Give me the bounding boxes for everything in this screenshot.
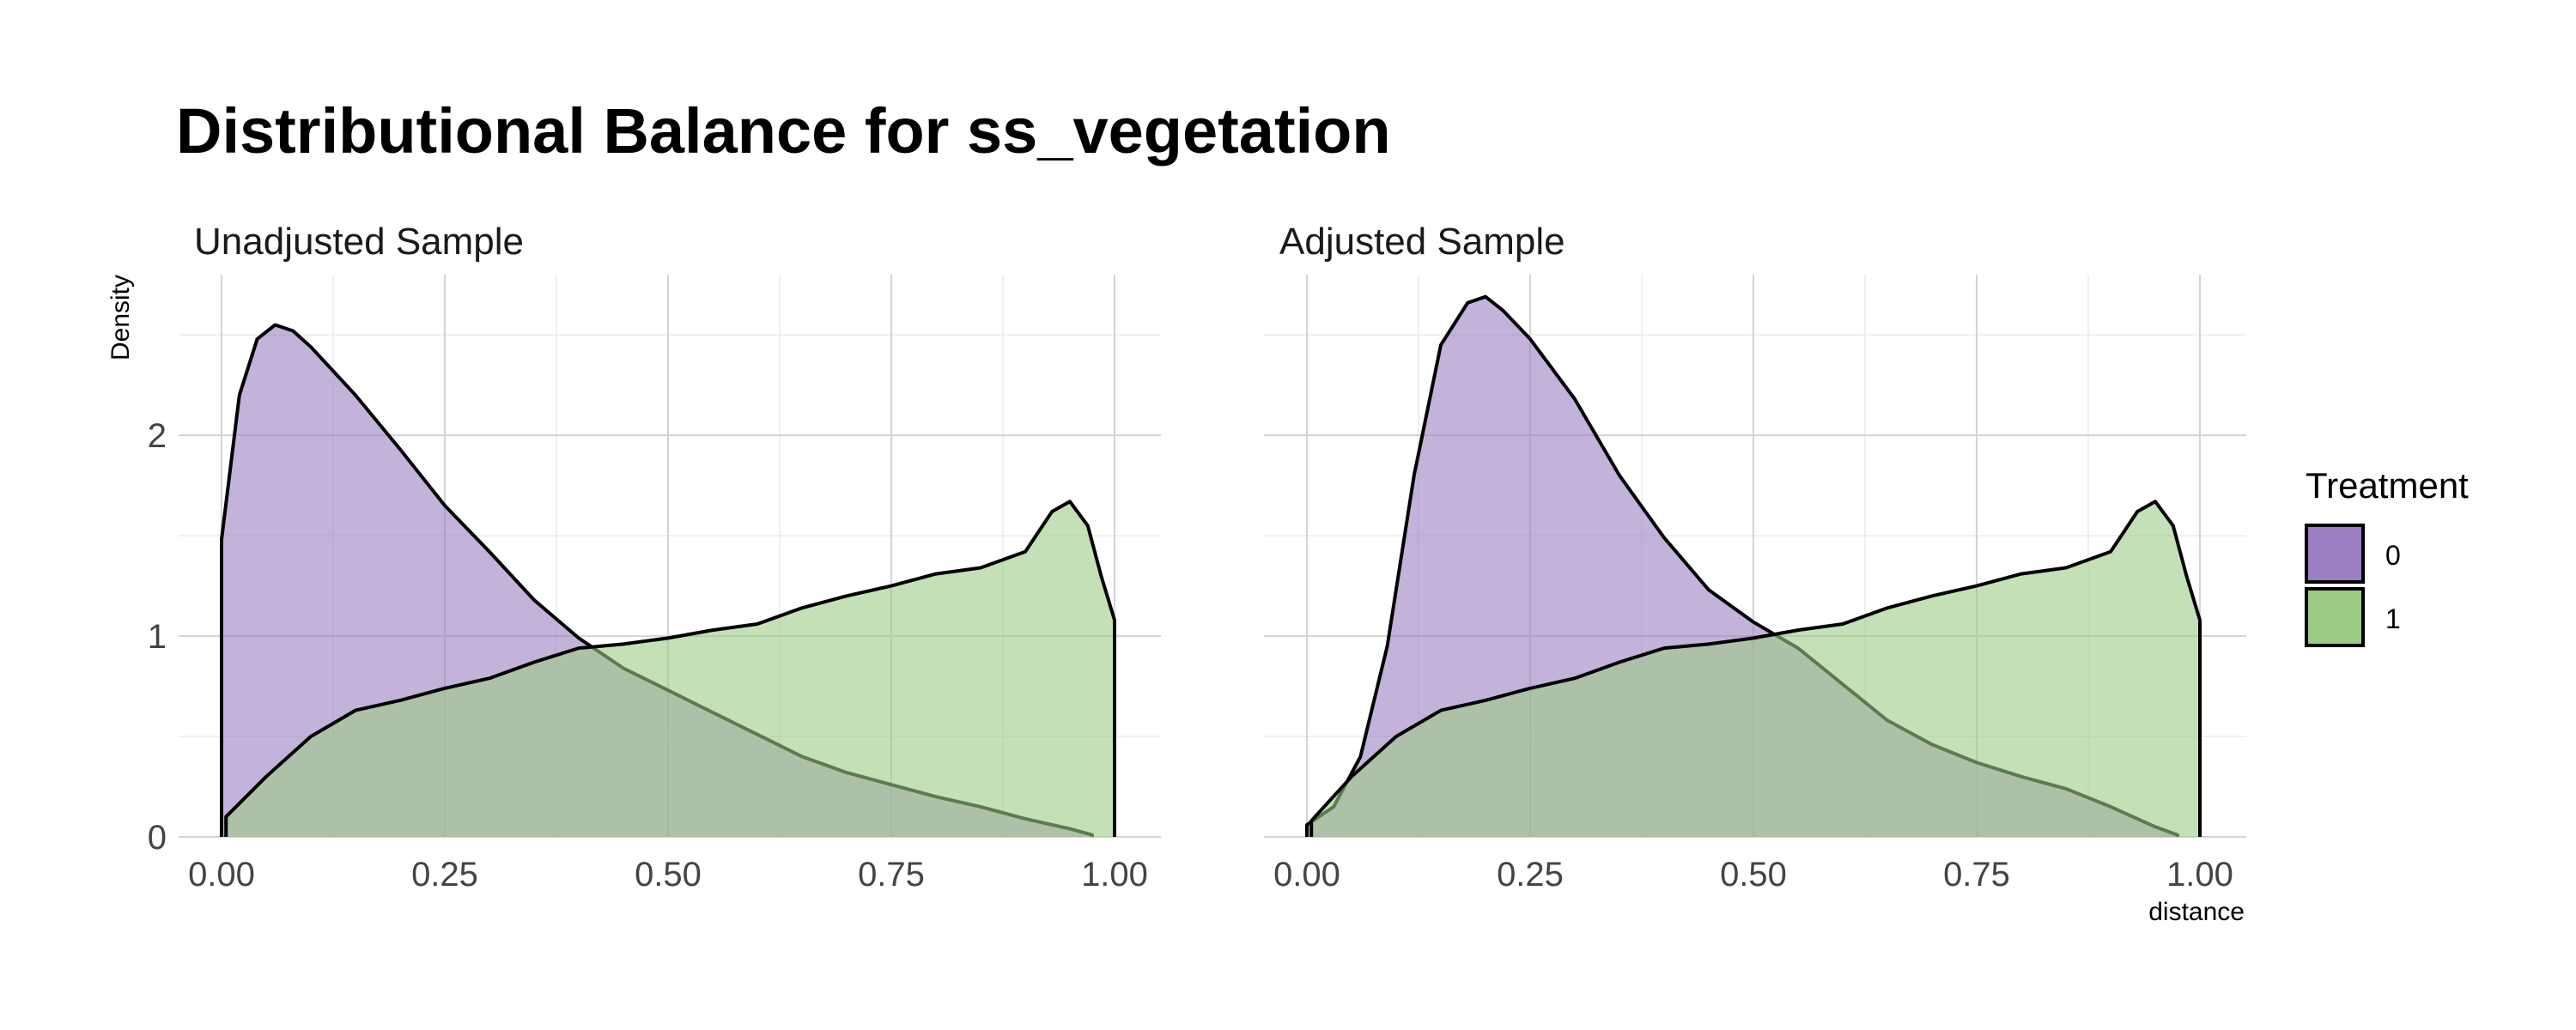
x-tick-label: 0.25 [411,856,478,894]
density-area-treatment-1-unadjusted [224,500,1116,837]
y-tick-label: 0 [148,819,167,857]
x-tick-label: 1.00 [1081,856,1148,894]
x-tick-label: 0.00 [1273,856,1340,894]
x-tick-label: 0.75 [858,856,925,894]
x-tick-label: 0.00 [188,856,255,894]
y-tick-label: 1 [148,618,167,656]
y-tick-label: 2 [148,417,167,455]
legend-swatch-0 [2305,524,2365,584]
panel-unadjusted: Unadjusted Sample 0.00 0.25 0.50 0.75 1.00 0 1 2 [148,221,1161,894]
chart-title: Distributional Balance for ss_vegetation [176,95,1391,167]
legend-swatch-1 [2305,587,2365,647]
legend-label-0: 0 [2385,540,2401,571]
legend-label-1: 1 [2385,603,2401,634]
density-area-treatment-1-adjusted [1309,500,2202,837]
panel-title-adjusted: Adjusted Sample [1279,221,1565,263]
legend: Treatment 0 1 [2305,465,2469,647]
x-tick-label: 0.75 [1943,856,2010,894]
y-axis-label: Density [106,275,135,360]
panel-adjusted: Adjusted Sample 0.00 0.25 0.50 0.75 1.00 [1264,221,2246,894]
x-tick-label: 1.00 [2166,856,2233,894]
x-tick-label: 0.25 [1497,856,1564,894]
x-axis-label: distance [2148,898,2245,926]
panel-title-unadjusted: Unadjusted Sample [194,221,524,263]
legend-title: Treatment [2306,465,2469,506]
x-tick-label: 0.50 [1720,856,1787,894]
x-tick-label: 0.50 [635,856,702,894]
